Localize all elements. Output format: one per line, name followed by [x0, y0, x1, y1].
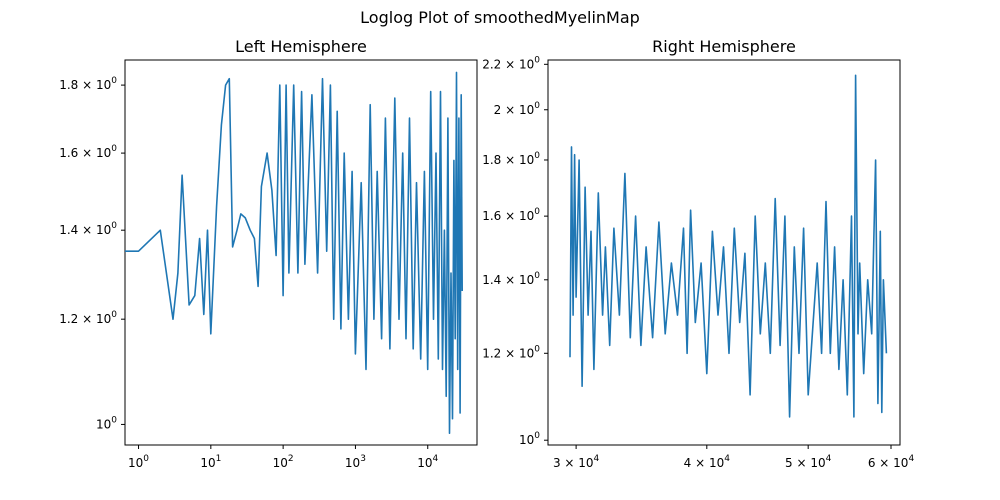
figure-suptitle: Loglog Plot of smoothedMyelinMap: [360, 8, 640, 27]
left-x-tick-label: 104: [417, 454, 438, 470]
right-series-line: [569, 74, 888, 418]
left-plot-frame: [124, 59, 478, 446]
left-chart-title: Left Hemisphere: [235, 37, 367, 56]
right-y-tick-label: 1.2 × 100: [482, 344, 540, 360]
right-x-tick-label: 5 × 104: [785, 454, 832, 470]
left-x-tick-label: 101: [200, 454, 221, 470]
right-y-tick-label: 1.4 × 100: [482, 271, 540, 287]
left-y-tick-label: 1.2 × 100: [59, 310, 117, 326]
right-y-tick-label: 100: [519, 431, 540, 447]
right-y-tick-label: 2 × 100: [494, 101, 541, 117]
left-hemisphere-chart: Left Hemisphere 100 101 102 103 104 100 1.2 × …: [59, 37, 478, 470]
left-x-tick-label: 100: [128, 454, 149, 470]
right-chart-title: Right Hemisphere: [652, 37, 796, 56]
left-y-tick-label: 1.6 × 100: [59, 144, 117, 160]
left-y-tick-label: 1.4 × 100: [59, 221, 117, 237]
left-y-tick-label: 100: [96, 415, 117, 431]
right-hemisphere-chart: Right Hemisphere 3 × 104 4 × 104 5 × 104 6 …: [482, 37, 914, 470]
left-x-tick-label: 103: [345, 454, 366, 470]
right-x-tick-label: 4 × 104: [684, 454, 731, 470]
right-plot-frame: [547, 59, 901, 446]
left-y-tick-label: 1.8 × 100: [59, 76, 117, 92]
right-x-tick-label: 6 × 104: [868, 454, 915, 470]
right-x-tick-label: 3 × 104: [553, 454, 600, 470]
right-y-tick-label: 1.8 × 100: [482, 151, 540, 167]
left-series-line: [125, 71, 463, 434]
right-y-tick-label: 2.2 × 100: [482, 55, 540, 71]
left-x-tick-label: 102: [273, 454, 294, 470]
right-y-tick-label: 1.6 × 100: [482, 207, 540, 223]
